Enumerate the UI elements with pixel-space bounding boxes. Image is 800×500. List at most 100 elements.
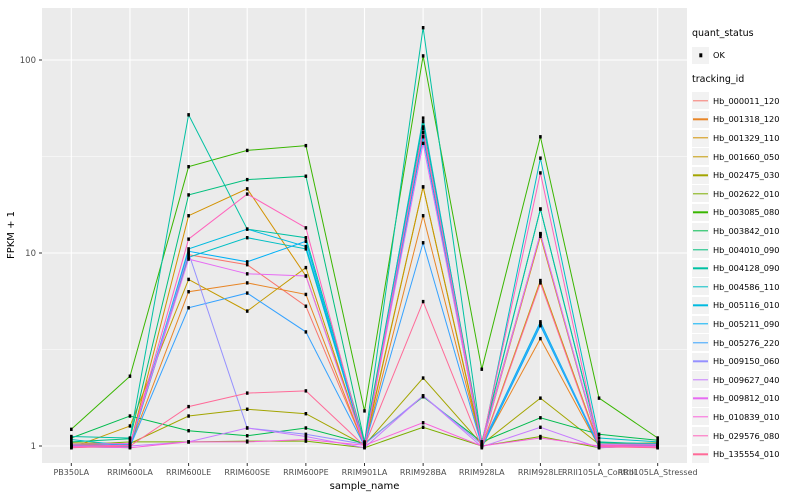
x-tick-label: RRIM600LE (166, 468, 211, 477)
data-point-marker (656, 445, 659, 450)
data-point-marker (245, 309, 249, 313)
data-point-marker (597, 436, 601, 440)
x-tick-label: RRII105LA_Stressed (618, 468, 698, 477)
data-point-marker (304, 389, 308, 393)
legend-tracking-id-title: tracking_id (692, 73, 745, 85)
data-point-marker (304, 174, 308, 178)
data-point-marker (480, 367, 484, 371)
x-tick-label: RRII105LA_Control (562, 468, 636, 477)
series-line-swatch (693, 211, 708, 214)
data-point-marker (421, 185, 425, 189)
series-color-key (692, 445, 709, 463)
data-point-marker (421, 425, 425, 429)
legend-item-label: Hb_005276_220 (713, 337, 780, 348)
data-point-marker (421, 26, 425, 30)
data-point-marker (70, 437, 73, 442)
legend-item-label: Hb_009627_040 (713, 374, 780, 385)
legend-item-Hb_001329_110: Hb_001329_110 (692, 129, 798, 148)
y-tick-label: 100 (20, 56, 36, 66)
data-point-marker (421, 135, 425, 139)
data-point-marker (480, 442, 484, 447)
legend-item-Hb_002622_010: Hb_002622_010 (692, 185, 798, 204)
data-point-marker (128, 436, 132, 440)
legend-item-label: Hb_001329_110 (713, 133, 780, 144)
data-point-marker (187, 251, 190, 255)
series-line-swatch (693, 248, 708, 251)
x-tick-label: RRIM901LA (342, 468, 388, 477)
data-point-marker (245, 426, 249, 430)
data-point-marker (187, 193, 190, 197)
legend-item-Hb_001660_050: Hb_001660_050 (692, 147, 798, 166)
data-point-marker (539, 416, 542, 420)
x-tick-label: RRIM928LA (459, 468, 505, 477)
data-point-marker (656, 436, 659, 440)
legend-item-Hb_009627_040: Hb_009627_040 (692, 371, 798, 390)
data-point-marker (187, 414, 190, 418)
data-point-marker (187, 255, 190, 259)
series-line-swatch (693, 341, 708, 344)
series-line-swatch (693, 193, 708, 195)
y-tick-label: 10 (25, 249, 36, 259)
series-line-swatch (693, 323, 708, 325)
data-point-marker (304, 304, 308, 308)
legend-item-Hb_009812_010: Hb_009812_010 (692, 389, 798, 408)
data-point-marker (539, 436, 542, 440)
data-point-marker (363, 409, 366, 413)
legend-quant-status-title: quant_status (692, 28, 754, 39)
x-tick-label: RRIM600PE (283, 468, 329, 477)
data-point-marker (304, 239, 308, 243)
data-point-marker (187, 404, 190, 409)
data-point-marker (539, 234, 542, 239)
x-axis-title: sample_name (329, 481, 400, 492)
data-point-marker (245, 407, 249, 411)
data-point-marker (304, 432, 308, 436)
data-point-marker (304, 226, 308, 230)
series-line-swatch (693, 397, 708, 400)
data-point-marker (656, 440, 659, 444)
y-axis-title: FPKM + 1 (6, 210, 17, 260)
data-point-marker (70, 427, 73, 432)
data-point-marker (539, 336, 542, 341)
data-point-marker (363, 444, 366, 448)
series-line-swatch (693, 230, 708, 232)
data-point-marker (245, 187, 249, 191)
legend-item-label: Hb_005211_090 (713, 319, 780, 330)
x-tick-label: RRIM600LA (107, 468, 153, 477)
data-point-marker (539, 135, 542, 139)
data-point-marker (187, 257, 190, 261)
data-point-marker (245, 260, 249, 264)
legend-item-Hb_005116_010: Hb_005116_010 (692, 296, 798, 315)
x-tick-label: RRIM928BA (400, 468, 447, 477)
data-point-marker (539, 156, 542, 160)
data-point-marker (245, 262, 249, 267)
data-point-marker (421, 119, 425, 124)
data-point-marker (421, 299, 425, 304)
data-point-marker (187, 440, 190, 444)
series-color-key (692, 371, 709, 389)
data-point-marker (304, 330, 308, 334)
data-point-marker (245, 434, 249, 438)
data-point-marker (70, 440, 73, 444)
data-point-marker (187, 429, 190, 433)
series-color-key (692, 92, 709, 110)
data-point-marker (304, 143, 308, 148)
data-point-marker (187, 306, 190, 310)
data-point-marker (304, 265, 308, 270)
series-line-swatch (693, 137, 708, 139)
legend-item-Hb_004128_090: Hb_004128_090 (692, 259, 798, 278)
data-point-marker (421, 214, 425, 218)
data-point-marker (539, 171, 542, 175)
legend-item-Hb_003842_010: Hb_003842_010 (692, 222, 798, 241)
legend-item-Hb_004010_090: Hb_004010_090 (692, 240, 798, 259)
data-point-marker (539, 320, 542, 324)
series-line-swatch (693, 304, 708, 307)
series-color-key (692, 129, 709, 147)
series-line-swatch (693, 118, 708, 121)
series-color-key (692, 166, 709, 184)
data-point-marker (245, 281, 249, 285)
data-point-marker (245, 236, 249, 240)
y-tick-label: 1 (31, 442, 36, 452)
data-point-marker (597, 432, 601, 436)
series-color-key (692, 148, 709, 166)
